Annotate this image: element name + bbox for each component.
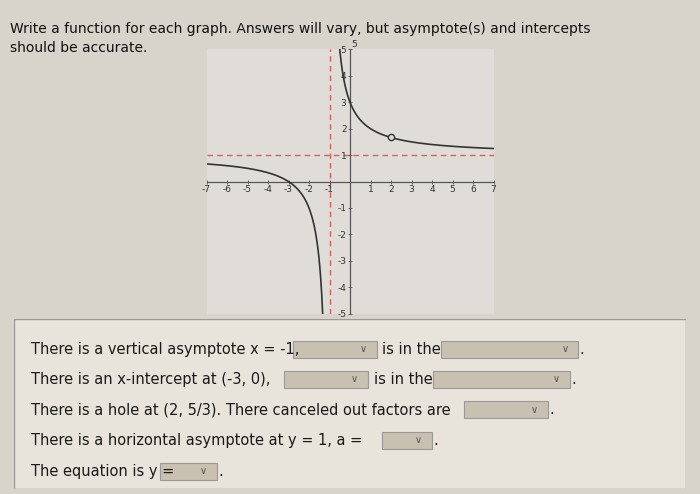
- Text: ∨: ∨: [360, 344, 367, 354]
- Text: There is an x-intercept at (-3, 0),: There is an x-intercept at (-3, 0),: [31, 371, 270, 387]
- Text: ∨: ∨: [199, 466, 207, 476]
- Text: ∨: ∨: [553, 374, 560, 384]
- Text: There is a horizontal asymptote at y = 1, a =: There is a horizontal asymptote at y = 1…: [31, 433, 362, 448]
- FancyBboxPatch shape: [433, 370, 570, 388]
- Text: .: .: [580, 342, 584, 357]
- Text: ∨: ∨: [561, 344, 568, 354]
- Text: .: .: [433, 433, 438, 448]
- FancyBboxPatch shape: [382, 432, 432, 449]
- FancyBboxPatch shape: [284, 370, 368, 388]
- FancyBboxPatch shape: [441, 341, 578, 358]
- Text: .: .: [218, 464, 223, 479]
- Text: The equation is y =: The equation is y =: [31, 464, 174, 479]
- Text: .: .: [550, 402, 554, 417]
- Text: ∨: ∨: [351, 374, 358, 384]
- FancyBboxPatch shape: [464, 401, 548, 418]
- Text: should be accurate.: should be accurate.: [10, 41, 148, 54]
- Text: is in the: is in the: [374, 371, 433, 387]
- Text: ∨: ∨: [531, 405, 538, 415]
- Text: 5: 5: [351, 41, 357, 49]
- Text: .: .: [572, 371, 577, 387]
- Text: There is a vertical asymptote x = -1,: There is a vertical asymptote x = -1,: [31, 342, 299, 357]
- Text: is in the: is in the: [382, 342, 441, 357]
- FancyBboxPatch shape: [160, 463, 217, 480]
- Text: Write a function for each graph. Answers will vary, but asymptote(s) and interce: Write a function for each graph. Answers…: [10, 22, 591, 36]
- Text: ∨: ∨: [415, 436, 422, 446]
- FancyBboxPatch shape: [293, 341, 377, 358]
- Text: There is a hole at (2, 5/3). There canceled out factors are: There is a hole at (2, 5/3). There cance…: [31, 402, 450, 417]
